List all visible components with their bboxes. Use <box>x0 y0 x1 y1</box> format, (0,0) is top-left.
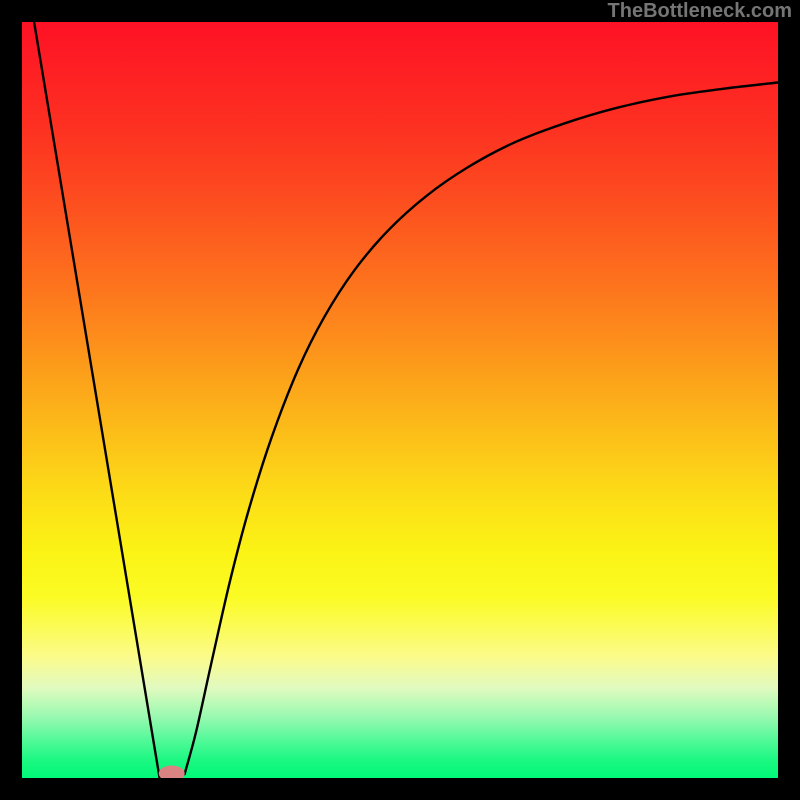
plot-area <box>22 22 778 778</box>
watermark-wrapper: TheBottleneck.com <box>608 0 792 23</box>
chart-container: TheBottleneck.com <box>0 0 800 800</box>
bottleneck-curve-svg <box>22 22 778 778</box>
bottleneck-curve <box>34 22 778 778</box>
watermark-text: TheBottleneck.com <box>608 0 792 22</box>
optimal-point-marker <box>159 765 185 778</box>
